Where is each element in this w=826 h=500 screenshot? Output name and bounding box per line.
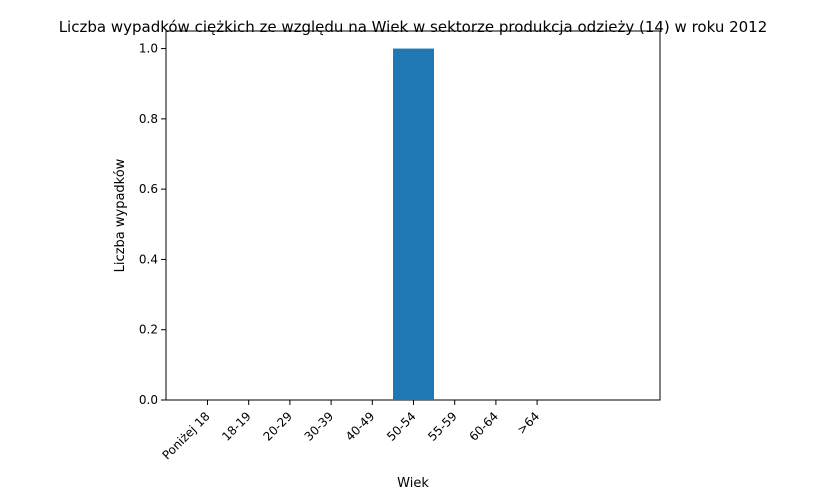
y-tick-label-4: 0.8: [139, 112, 158, 126]
x-tick-label-1: 18-19: [219, 409, 254, 444]
y-tick-label-5: 1.0: [139, 42, 158, 56]
x-tick-label-7: 60-64: [466, 409, 501, 444]
bar-5: [393, 48, 434, 400]
y-tick-label-0: 0.0: [139, 393, 158, 407]
y-tick-label-1: 0.2: [139, 323, 158, 337]
y-tick-label-2: 0.4: [139, 252, 158, 266]
x-tick-label-4: 40-49: [343, 409, 378, 444]
chart-title: Liczba wypadków ciężkich ze względu na W…: [59, 18, 768, 36]
y-tick-label-3: 0.6: [139, 182, 158, 196]
y-axis-label: Liczba wypadków: [113, 158, 128, 272]
x-tick-label-8: >64: [514, 409, 542, 437]
x-tick-label-0: Poniżej 18: [159, 409, 212, 462]
x-tick-label-2: 20-29: [260, 409, 295, 444]
x-tick-label-3: 30-39: [302, 409, 337, 444]
x-axis-label: Wiek: [397, 476, 429, 491]
x-tick-label-6: 55-59: [425, 409, 460, 444]
x-tick-label-5: 50-54: [384, 409, 419, 444]
